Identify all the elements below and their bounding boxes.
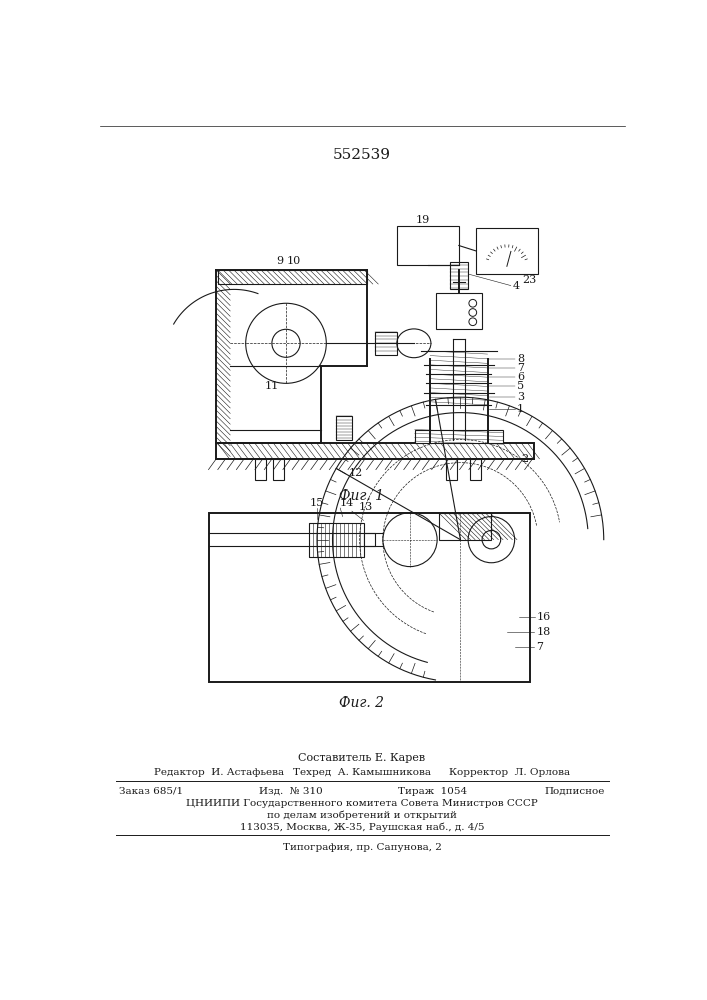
Text: 9: 9 <box>276 256 284 266</box>
Text: по делам изобретений и открытий: по делам изобретений и открытий <box>267 811 457 820</box>
Bar <box>438 513 491 540</box>
Text: 3: 3 <box>517 392 524 402</box>
Text: Фиг. 2: Фиг. 2 <box>339 696 385 710</box>
Bar <box>209 513 530 682</box>
Bar <box>414 430 503 443</box>
Text: Редактор  И. Астафьева: Редактор И. Астафьева <box>154 768 284 777</box>
Text: Корректор  Л. Орлова: Корректор Л. Орлова <box>450 768 571 777</box>
Text: 5: 5 <box>517 381 524 391</box>
Bar <box>375 332 397 355</box>
Text: 23: 23 <box>522 275 537 285</box>
Text: 10: 10 <box>286 256 301 266</box>
Text: 7: 7 <box>517 363 524 373</box>
Bar <box>476 228 538 274</box>
Bar <box>469 459 481 480</box>
Bar <box>218 270 368 284</box>
Bar <box>446 459 457 480</box>
Text: 18: 18 <box>537 627 551 637</box>
Bar <box>273 459 284 480</box>
Bar <box>363 533 375 546</box>
Text: 13: 13 <box>358 502 373 512</box>
Text: 1: 1 <box>517 404 524 414</box>
Text: 552539: 552539 <box>333 148 391 162</box>
Text: 4: 4 <box>513 281 520 291</box>
Text: Фиг. 1: Фиг. 1 <box>339 489 385 503</box>
Bar <box>397 226 459 265</box>
Bar <box>216 443 534 459</box>
Text: Техред  А. Камышникова: Техред А. Камышникова <box>293 768 431 777</box>
Text: Заказ 685/1: Заказ 685/1 <box>119 787 184 796</box>
Text: 16: 16 <box>537 612 551 622</box>
Text: Типография, пр. Сапунова, 2: Типография, пр. Сапунова, 2 <box>283 843 441 852</box>
Text: Подписное: Подписное <box>545 787 605 796</box>
Text: 19: 19 <box>416 215 431 225</box>
Text: 14: 14 <box>339 498 354 508</box>
Bar <box>309 523 363 557</box>
Bar <box>255 459 266 480</box>
Text: 8: 8 <box>517 354 524 364</box>
Text: 113035, Москва, Ж-35, Раушская наб., д. 4/5: 113035, Москва, Ж-35, Раушская наб., д. … <box>240 822 484 832</box>
Text: ЦНИИПИ Государственного комитета Совета Министров СССР: ЦНИИПИ Государственного комитета Совета … <box>186 799 538 808</box>
Text: 7: 7 <box>537 642 543 652</box>
Text: 6: 6 <box>517 372 524 382</box>
Text: 11: 11 <box>265 381 279 391</box>
Text: 15: 15 <box>310 498 324 508</box>
Text: 12: 12 <box>349 468 363 478</box>
Text: 2: 2 <box>521 454 528 464</box>
Bar <box>436 293 482 329</box>
Bar <box>450 262 468 289</box>
Text: Составитель Е. Карев: Составитель Е. Карев <box>298 753 426 763</box>
Text: Тираж  1054: Тираж 1054 <box>398 787 467 796</box>
Text: Изд.  № 310: Изд. № 310 <box>259 787 322 796</box>
Bar <box>337 416 352 440</box>
